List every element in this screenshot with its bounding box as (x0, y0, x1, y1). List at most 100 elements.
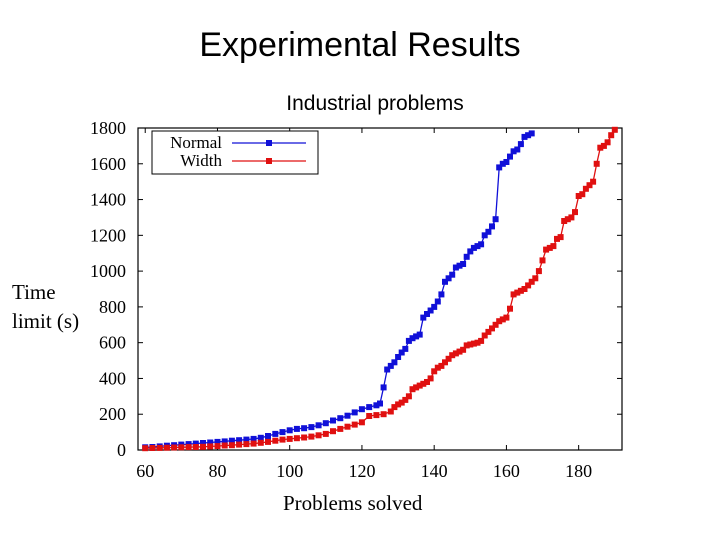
data-point-width (503, 314, 510, 321)
data-point-width (510, 291, 517, 298)
y-tick-label: 1600 (90, 154, 126, 174)
data-point-normal (308, 424, 315, 431)
data-point-width (452, 350, 459, 357)
data-point-width (142, 445, 149, 452)
data-point-normal (373, 402, 380, 409)
data-point-width (572, 209, 578, 216)
data-point-width (528, 278, 535, 285)
data-point-width (582, 185, 589, 192)
data-point-normal (250, 435, 257, 442)
data-point-width (200, 443, 206, 450)
data-point-normal (470, 244, 477, 251)
chart-title: Industrial problems (286, 92, 464, 115)
data-point-width (398, 399, 405, 406)
data-point-width (442, 359, 448, 366)
data-point-normal (463, 253, 470, 260)
data-point-normal (377, 400, 383, 407)
data-point-normal (402, 345, 409, 352)
y-axis-ticks: 0 200 400 600 800 1000 1200 1400 1600 1800 (90, 118, 622, 460)
data-point-normal (207, 439, 214, 446)
data-point-normal (467, 248, 474, 255)
data-point-normal (272, 430, 279, 437)
data-point-width (156, 444, 163, 451)
data-point-normal (301, 425, 308, 432)
x-tick-label: 60 (136, 461, 154, 481)
data-point-normal (496, 164, 503, 171)
data-point-normal (351, 409, 358, 416)
data-point-normal (416, 331, 423, 338)
y-axis-label-line-1: Time (12, 280, 56, 304)
data-point-width (517, 287, 524, 294)
data-point-width (351, 421, 358, 428)
y-axis-label-line-2: limit (s) (12, 309, 80, 333)
data-point-width (395, 401, 402, 408)
data-point-normal (344, 412, 351, 419)
data-point-width (535, 268, 542, 275)
data-point-width (470, 340, 477, 347)
data-point-normal (279, 429, 286, 436)
data-point-width (449, 352, 456, 359)
data-point-width (387, 408, 394, 415)
data-point-normal (330, 417, 336, 424)
data-point-width (391, 404, 398, 411)
data-point-width (579, 191, 586, 198)
data-point-normal (503, 159, 510, 165)
data-point-normal (398, 349, 405, 356)
data-point-normal (387, 362, 394, 369)
data-point-width (214, 443, 221, 450)
data-point-width (185, 444, 192, 451)
data-point-normal (366, 404, 373, 411)
data-point-width (474, 339, 481, 346)
data-point-normal (474, 243, 481, 250)
data-point-width (438, 362, 445, 369)
y-tick-label: 800 (99, 297, 126, 317)
x-axis-label: Problems solved (283, 491, 423, 515)
data-point-width (561, 218, 568, 224)
data-point-normal (499, 160, 506, 167)
data-point-normal (514, 146, 521, 153)
data-point-width (265, 438, 271, 445)
data-point-width (478, 337, 485, 344)
series-line-width (145, 129, 616, 449)
x-tick-label: 140 (421, 461, 448, 481)
data-point-width (499, 316, 506, 323)
data-point-width (543, 246, 550, 253)
y-tick-label: 1000 (90, 261, 126, 281)
data-point-width (597, 144, 604, 151)
data-point-width (424, 379, 430, 385)
data-point-width (413, 384, 420, 391)
data-point-normal (424, 311, 430, 317)
legend: Normal Width (151, 130, 319, 175)
data-point-width (456, 348, 463, 355)
data-point-width (322, 430, 329, 437)
data-point-normal (322, 420, 329, 427)
data-point-normal (521, 133, 528, 140)
data-point-normal (434, 298, 441, 305)
data-point-normal (478, 241, 485, 248)
data-point-normal (265, 433, 271, 439)
x-axis-ticks: 60 80 100 120 140 160 180 (136, 128, 592, 481)
y-tick-label: 600 (99, 333, 126, 353)
y-tick-label: 400 (99, 368, 126, 388)
data-point-normal (460, 261, 467, 267)
data-point-width (330, 428, 336, 435)
data-point-width (460, 346, 467, 353)
data-point-width (496, 318, 503, 325)
data-point-width (492, 321, 499, 328)
data-point-normal (380, 384, 387, 391)
data-point-normal (445, 275, 452, 282)
data-point-width (481, 332, 488, 339)
y-tick-label: 1200 (90, 225, 126, 245)
x-tick-label: 160 (493, 461, 520, 481)
data-point-width (358, 419, 365, 426)
data-point-normal (228, 437, 235, 444)
data-point-width (590, 178, 597, 185)
data-point-normal (456, 262, 463, 269)
series-layer (142, 126, 618, 452)
data-point-width (600, 142, 607, 149)
data-point-normal (528, 130, 535, 137)
data-point-width (178, 444, 185, 451)
data-point-normal (507, 153, 513, 160)
data-point-width (236, 441, 243, 448)
